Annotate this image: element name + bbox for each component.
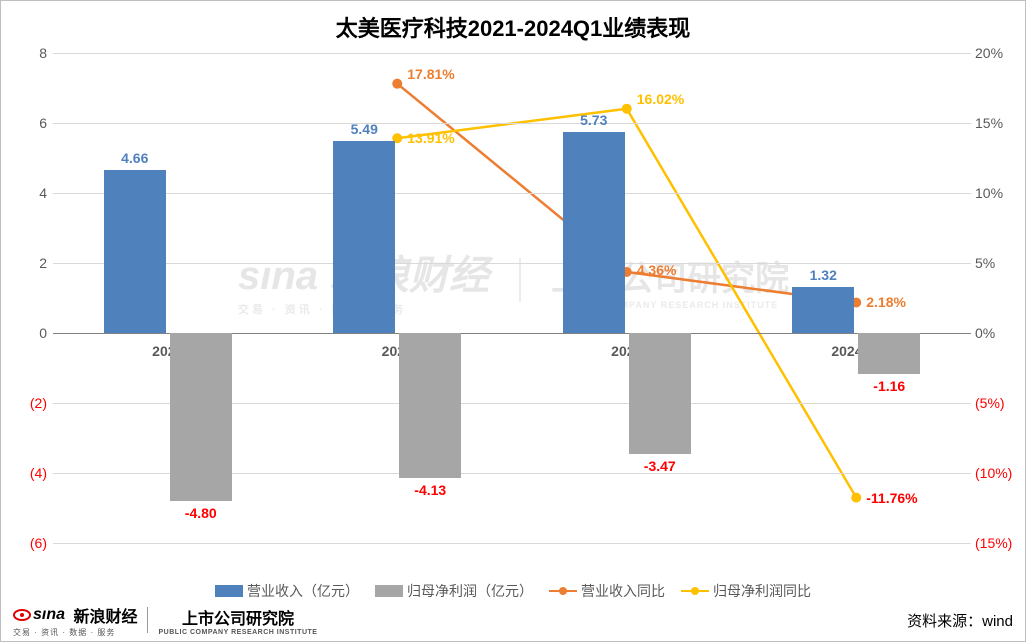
bar — [104, 170, 166, 333]
right-axis-tick: 5% — [975, 255, 1021, 271]
legend: 营业收入（亿元） 归母净利润（亿元） 营业收入同比 归母净利润同比 — [1, 581, 1025, 601]
chart-title: 太美医疗科技2021-2024Q1业绩表现 — [1, 11, 1025, 43]
bar-data-label: -4.80 — [185, 505, 217, 521]
legend-item: 归母净利润（亿元） — [375, 581, 533, 601]
bar-data-label: 4.66 — [121, 150, 148, 166]
bar — [399, 333, 461, 478]
gridline — [53, 543, 971, 544]
left-axis-tick: 6 — [13, 115, 47, 131]
bar — [170, 333, 232, 501]
bar — [563, 132, 625, 333]
right-axis-tick: (15%) — [975, 535, 1021, 551]
gridline — [53, 53, 971, 54]
chart-container: 太美医疗科技2021-2024Q1业绩表现 sına 新浪财经 交易 · 资讯 … — [0, 0, 1026, 642]
source-label: 资料来源：wind — [907, 610, 1013, 631]
legend-label: 归母净利润（亿元） — [407, 581, 533, 601]
left-axis-tick: (4) — [13, 465, 47, 481]
sina-brand-en: sına — [33, 606, 65, 624]
gridline — [53, 193, 971, 194]
line-data-label: 13.91% — [407, 130, 454, 146]
sina-brand-cn: 新浪财经 — [73, 603, 137, 627]
bar-data-label: -1.16 — [873, 378, 905, 394]
legend-swatch — [215, 585, 243, 597]
right-axis-tick: 10% — [975, 185, 1021, 201]
legend-label: 归母净利润同比 — [713, 581, 811, 601]
line-data-label: 2.18% — [866, 294, 906, 310]
bar — [629, 333, 691, 454]
left-axis-tick: 8 — [13, 45, 47, 61]
right-axis-tick: 0% — [975, 325, 1021, 341]
sina-logo: sına 新浪财经 交易 · 资讯 · 数据 · 服务 — [13, 603, 137, 638]
left-axis-tick: 4 — [13, 185, 47, 201]
right-axis-tick: 20% — [975, 45, 1021, 61]
line-data-label: 16.02% — [637, 91, 684, 107]
footer: sına 新浪财经 交易 · 资讯 · 数据 · 服务 上市公司研究院 PUBL… — [1, 603, 1025, 637]
gridline — [53, 263, 971, 264]
line-marker — [851, 493, 861, 503]
line-data-label: 4.36% — [637, 262, 677, 278]
legend-item: 营业收入同比 — [549, 581, 665, 601]
right-axis-tick: (10%) — [975, 465, 1021, 481]
research-logo: 上市公司研究院 PUBLIC COMPANY RESEARCH INSTITUT… — [158, 605, 317, 636]
footer-divider — [147, 607, 148, 633]
plot-area: sına 新浪财经 交易 · 资讯 · 数据 · 服务 上市公司研究院 PUBL… — [53, 53, 971, 543]
legend-item: 归母净利润同比 — [681, 581, 811, 601]
bar-data-label: 1.32 — [810, 267, 837, 283]
bar-data-label: 5.73 — [580, 112, 607, 128]
right-axis-tick: (5%) — [975, 395, 1021, 411]
line-data-label: -11.76% — [866, 490, 917, 506]
left-axis-tick: 2 — [13, 255, 47, 271]
left-axis-tick: (6) — [13, 535, 47, 551]
legend-line-icon — [549, 590, 577, 592]
line-data-label: 17.81% — [407, 66, 454, 82]
sina-eye-icon — [13, 609, 31, 621]
bar-data-label: 5.49 — [351, 121, 378, 137]
bar-data-label: -4.13 — [414, 482, 446, 498]
left-axis-tick: (2) — [13, 395, 47, 411]
left-axis-tick: 0 — [13, 325, 47, 341]
bar — [333, 141, 395, 333]
line-series — [397, 109, 856, 498]
research-sub: PUBLIC COMPANY RESEARCH INSTITUTE — [158, 629, 317, 636]
research-brand: 上市公司研究院 — [182, 605, 294, 629]
right-axis-tick: 15% — [975, 115, 1021, 131]
line-marker — [622, 104, 632, 114]
legend-line-icon — [681, 590, 709, 592]
bar — [858, 333, 920, 374]
footer-left: sına 新浪财经 交易 · 资讯 · 数据 · 服务 上市公司研究院 PUBL… — [13, 603, 317, 638]
legend-swatch — [375, 585, 403, 597]
line-marker — [392, 79, 402, 89]
legend-label: 营业收入（亿元） — [247, 581, 359, 601]
sina-sub: 交易 · 资讯 · 数据 · 服务 — [13, 627, 115, 638]
legend-label: 营业收入同比 — [581, 581, 665, 601]
bar — [792, 287, 854, 333]
legend-item: 营业收入（亿元） — [215, 581, 359, 601]
gridline — [53, 123, 971, 124]
bar-data-label: -3.47 — [644, 458, 676, 474]
